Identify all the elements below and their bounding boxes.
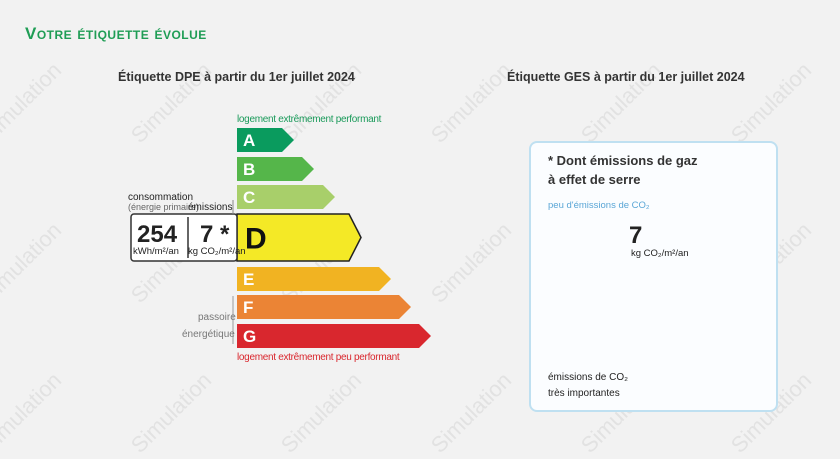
dpe-class-bar-c bbox=[237, 185, 335, 209]
dpe-class-bar-g bbox=[237, 324, 431, 348]
ges-panel bbox=[529, 141, 778, 412]
dpe-top-label: logement extrêmement performant bbox=[237, 114, 382, 125]
ges-bottom-line1: émissions de CO₂ bbox=[548, 372, 629, 383]
consumption-sublabel: (énergie primaire) bbox=[128, 202, 200, 212]
emissions-unit: kg CO₂/m²/an bbox=[188, 246, 246, 257]
dpe-class-letter: E bbox=[243, 270, 254, 289]
dpe-class-letter: F bbox=[243, 298, 253, 317]
dpe-subtitle: Étiquette DPE à partir du 1er juillet 20… bbox=[118, 70, 355, 84]
consumption-unit: kWh/m²/an bbox=[133, 246, 179, 257]
consumption-value: 254 bbox=[137, 221, 178, 248]
passoire-label: passoire bbox=[198, 312, 236, 323]
ges-note-line1: * Dont émissions de gaz bbox=[548, 153, 698, 168]
dpe-class-letter: G bbox=[243, 327, 256, 346]
ges-subtitle: Étiquette GES à partir du 1er juillet 20… bbox=[507, 70, 745, 84]
dpe-value-box bbox=[130, 213, 238, 262]
dpe-class-letter: D bbox=[245, 223, 267, 256]
ges-unit: kg CO₂/m²/an bbox=[631, 248, 689, 259]
consumption-label: consommation bbox=[128, 192, 194, 203]
ges-note-line2: à effet de serre bbox=[548, 172, 641, 187]
page-title: Votre étiquette évolue bbox=[25, 24, 207, 43]
emissions-value: 7 * bbox=[200, 221, 230, 248]
dpe-class-bar-a bbox=[237, 128, 294, 152]
dpe-class-letter: A bbox=[243, 131, 255, 150]
dpe-class-letter: C bbox=[243, 188, 255, 207]
dpe-class-bar-f bbox=[237, 295, 411, 319]
emissions-label: émissions bbox=[188, 202, 233, 213]
ges-value: 7 bbox=[629, 222, 643, 249]
dpe-class-letter: B bbox=[243, 160, 255, 179]
ges-bottom-line2: très importantes bbox=[548, 388, 620, 399]
dpe-class-bar-e bbox=[237, 267, 391, 291]
dpe-class-bar-b bbox=[237, 157, 314, 181]
ges-top-label: peu d'émissions de CO₂ bbox=[548, 200, 650, 211]
passoire-label-2: énergétique bbox=[182, 329, 235, 340]
dpe-bottom-label: logement extrêmement peu performant bbox=[237, 352, 400, 363]
